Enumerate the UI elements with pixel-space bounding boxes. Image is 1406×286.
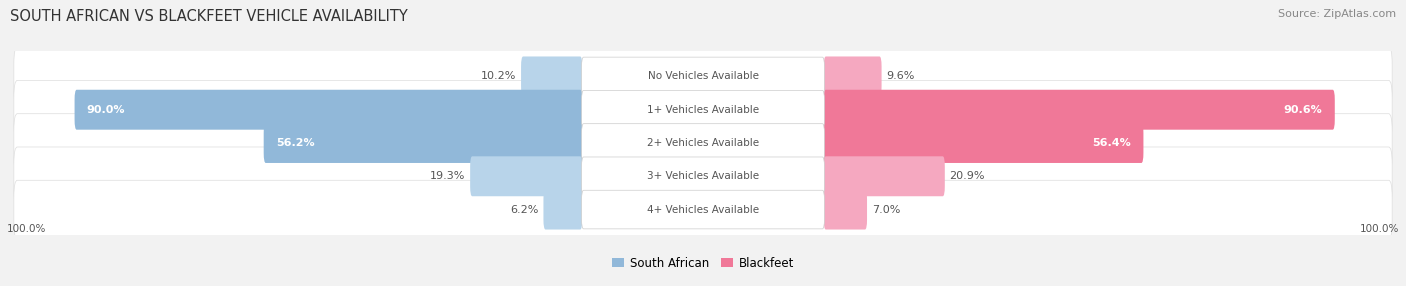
FancyBboxPatch shape [522, 56, 582, 96]
Text: 19.3%: 19.3% [430, 171, 465, 181]
FancyBboxPatch shape [14, 114, 1392, 172]
FancyBboxPatch shape [14, 180, 1392, 239]
FancyBboxPatch shape [582, 124, 824, 162]
Text: 56.4%: 56.4% [1092, 138, 1132, 148]
FancyBboxPatch shape [582, 57, 824, 96]
Text: 1+ Vehicles Available: 1+ Vehicles Available [647, 105, 759, 115]
Text: 100.0%: 100.0% [1360, 224, 1399, 234]
Legend: South African, Blackfeet: South African, Blackfeet [607, 252, 799, 274]
Text: 4+ Vehicles Available: 4+ Vehicles Available [647, 204, 759, 214]
FancyBboxPatch shape [14, 80, 1392, 139]
FancyBboxPatch shape [824, 190, 868, 230]
FancyBboxPatch shape [470, 156, 582, 196]
Text: 90.6%: 90.6% [1284, 105, 1323, 115]
Text: 3+ Vehicles Available: 3+ Vehicles Available [647, 171, 759, 181]
Text: SOUTH AFRICAN VS BLACKFEET VEHICLE AVAILABILITY: SOUTH AFRICAN VS BLACKFEET VEHICLE AVAIL… [10, 9, 408, 23]
Text: Source: ZipAtlas.com: Source: ZipAtlas.com [1278, 9, 1396, 19]
FancyBboxPatch shape [582, 157, 824, 196]
Text: 6.2%: 6.2% [510, 204, 538, 214]
Text: No Vehicles Available: No Vehicles Available [648, 72, 758, 82]
FancyBboxPatch shape [582, 90, 824, 129]
Text: 20.9%: 20.9% [949, 171, 986, 181]
FancyBboxPatch shape [824, 156, 945, 196]
FancyBboxPatch shape [14, 147, 1392, 206]
FancyBboxPatch shape [824, 56, 882, 96]
Text: 7.0%: 7.0% [872, 204, 900, 214]
FancyBboxPatch shape [75, 90, 582, 130]
Text: 56.2%: 56.2% [276, 138, 315, 148]
FancyBboxPatch shape [824, 123, 1143, 163]
Text: 9.6%: 9.6% [886, 72, 915, 82]
Text: 100.0%: 100.0% [7, 224, 46, 234]
FancyBboxPatch shape [824, 90, 1334, 130]
FancyBboxPatch shape [544, 190, 582, 230]
Text: 2+ Vehicles Available: 2+ Vehicles Available [647, 138, 759, 148]
FancyBboxPatch shape [582, 190, 824, 229]
FancyBboxPatch shape [264, 123, 582, 163]
Text: 90.0%: 90.0% [87, 105, 125, 115]
FancyBboxPatch shape [14, 47, 1392, 106]
Text: 10.2%: 10.2% [481, 72, 516, 82]
